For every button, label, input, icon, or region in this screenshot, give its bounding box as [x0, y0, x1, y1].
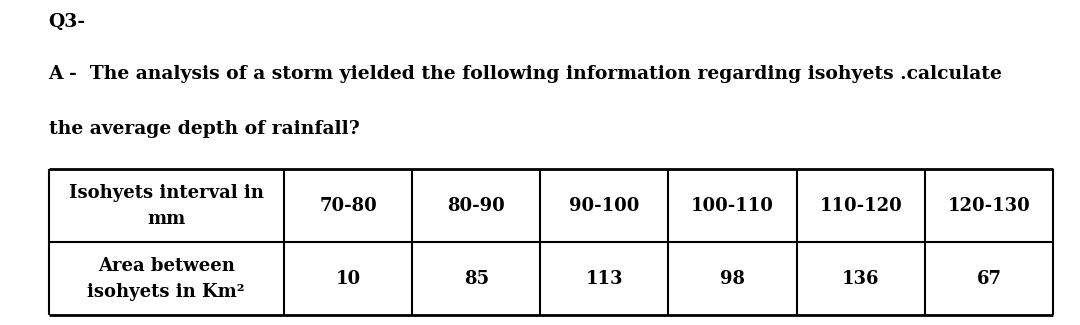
Text: 80-90: 80-90	[447, 197, 505, 214]
Text: 10: 10	[336, 270, 361, 288]
Text: Area between: Area between	[98, 257, 234, 275]
Text: 98: 98	[720, 270, 745, 288]
Text: A -  The analysis of a storm yielded the following information regarding isohyet: A - The analysis of a storm yielded the …	[49, 65, 1002, 83]
Text: mm: mm	[147, 210, 186, 227]
Text: 113: 113	[585, 270, 623, 288]
Text: 85: 85	[463, 270, 489, 288]
Text: 67: 67	[976, 270, 1001, 288]
Text: the average depth of rainfall?: the average depth of rainfall?	[49, 120, 360, 138]
Text: Isohyets interval in: Isohyets interval in	[69, 184, 264, 202]
Text: Q3-: Q3-	[49, 13, 85, 31]
Text: isohyets in Km²: isohyets in Km²	[87, 283, 245, 301]
Text: 100-110: 100-110	[691, 197, 774, 214]
Text: 90-100: 90-100	[569, 197, 639, 214]
Text: 120-130: 120-130	[947, 197, 1030, 214]
Text: 70-80: 70-80	[320, 197, 377, 214]
Text: 136: 136	[842, 270, 879, 288]
Text: 110-120: 110-120	[820, 197, 902, 214]
